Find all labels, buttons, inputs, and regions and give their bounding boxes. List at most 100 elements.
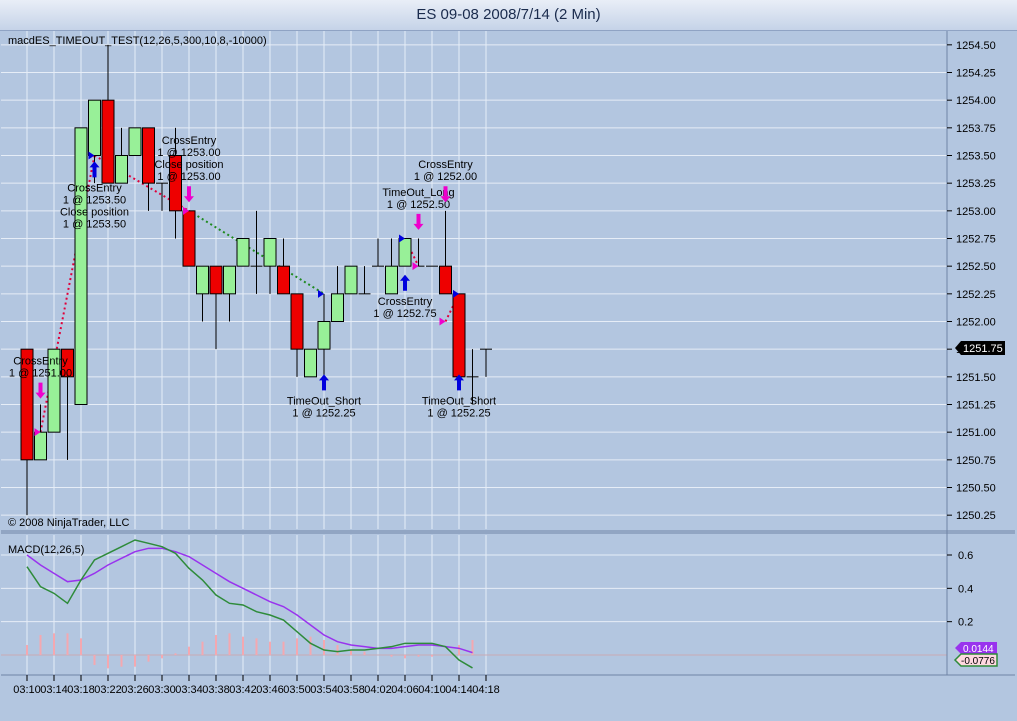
macd-value-label: 0.0144 xyxy=(963,644,994,655)
macd-value-marker: 0.0144 xyxy=(955,642,997,655)
last-price-label: 1251.75 xyxy=(963,343,1003,355)
time-tick-label: 03:42 xyxy=(229,684,257,696)
signal-label: CrossEntry xyxy=(418,159,473,171)
buy-arrow-icon xyxy=(454,374,464,391)
price-tick-label: 1254.25 xyxy=(956,68,996,80)
macd-histogram xyxy=(26,633,474,669)
macd-panel[interactable] xyxy=(1,535,947,675)
candle-body xyxy=(236,238,250,267)
price-tick-label: 1251.25 xyxy=(956,400,996,412)
buy-arrow-icon xyxy=(319,374,329,391)
price-tick-label: 1254.00 xyxy=(956,95,996,107)
fill-marker-icon xyxy=(439,317,446,326)
signal-label: Close position xyxy=(60,206,129,218)
candle-body xyxy=(128,127,142,157)
candle-body xyxy=(61,348,74,378)
time-tick-label: 04:02 xyxy=(364,684,392,696)
sell-arrow-icon xyxy=(440,186,451,203)
candle-body xyxy=(20,348,34,461)
time-tick-label: 04:06 xyxy=(391,684,419,696)
trade-line xyxy=(188,209,325,295)
signal-value-marker: -0.0776 xyxy=(953,653,998,667)
time-tick-label: 03:54 xyxy=(310,684,338,696)
sell-arrow-icon xyxy=(413,213,424,230)
signal-label: 1 @ 1253.00 xyxy=(157,171,220,183)
signal-value-label: -0.0776 xyxy=(961,656,995,667)
candle-body xyxy=(452,293,466,378)
price-tick-label: 1252.50 xyxy=(956,261,996,273)
candle-body xyxy=(304,348,317,378)
buy-arrow-icon xyxy=(89,161,100,178)
macd-tick-label: 0.6 xyxy=(958,550,973,562)
candle-body xyxy=(439,265,452,295)
signal-label: 1 @ 1252.75 xyxy=(373,308,436,320)
price-grid xyxy=(1,31,947,529)
price-tick-label: 1251.00 xyxy=(956,427,996,439)
signal-label: TimeOut_Long xyxy=(382,187,454,199)
candle-body xyxy=(277,265,290,295)
candle-body xyxy=(88,99,101,156)
macd-label: MACD(12,26,5) xyxy=(8,544,84,556)
time-tick-label: 03:58 xyxy=(337,684,365,696)
signal-label: CrossEntry xyxy=(162,135,217,147)
signal-label: Close position xyxy=(154,159,223,171)
signal-label: CrossEntry xyxy=(13,356,68,368)
candle-body xyxy=(182,210,196,267)
price-panel[interactable] xyxy=(1,31,947,529)
price-tick-label: 1250.50 xyxy=(956,483,996,495)
signal-line xyxy=(26,539,473,669)
fill-marker-icon xyxy=(34,428,41,437)
candle-body xyxy=(142,127,155,184)
fill-marker-icon xyxy=(412,262,419,271)
fill-marker-icon xyxy=(183,206,189,215)
time-tick-label: 03:46 xyxy=(256,684,284,696)
signal-label: 1 @ 1252.00 xyxy=(414,171,477,183)
signal-label: 1 @ 1252.25 xyxy=(427,407,490,419)
signal-label: TimeOut_Short xyxy=(287,395,361,407)
price-tick-label: 1253.75 xyxy=(956,123,996,135)
candle-body xyxy=(196,265,209,295)
candle-body xyxy=(223,265,236,295)
macd-tick-label: 0.4 xyxy=(958,583,973,595)
time-tick-label: 03:50 xyxy=(283,684,311,696)
candle-body xyxy=(385,265,398,295)
candle-body xyxy=(331,293,344,323)
signal-label: CrossEntry xyxy=(378,296,433,308)
signal-label: 1 @ 1253.50 xyxy=(63,218,126,230)
macd-axis: 0.6 0.4 0.2 xyxy=(947,550,973,629)
candle-body xyxy=(263,238,277,267)
signal-label: TimeOut_Short xyxy=(422,395,496,407)
signal-label: 1 @ 1253.50 xyxy=(63,194,126,206)
time-axis-area[interactable] xyxy=(1,675,1015,720)
price-tick-label: 1252.25 xyxy=(956,289,996,301)
indicator-label: macdES_TIMEOUT_TEST(12,26,5,300,10,8,-10… xyxy=(8,35,267,47)
signal-value-badge xyxy=(953,653,998,667)
price-tick-label: 1251.50 xyxy=(956,372,996,384)
signal-label: 1 @ 1252.25 xyxy=(292,407,355,419)
time-tick-label: 04:18 xyxy=(472,684,500,696)
price-tick-label: 1254.50 xyxy=(956,40,996,52)
price-tick-label: 1253.25 xyxy=(956,178,996,190)
signal-label: 1 @ 1253.00 xyxy=(157,147,220,159)
price-tick-label: 1250.75 xyxy=(956,455,996,467)
candle-body xyxy=(101,99,115,184)
time-tick-label: 04:14 xyxy=(445,684,473,696)
candle-body xyxy=(344,265,358,295)
macd-tick-label: 0.2 xyxy=(958,617,973,629)
time-tick-label: 03:34 xyxy=(175,684,203,696)
price-tick-label: 1253.00 xyxy=(956,206,996,218)
candle-body xyxy=(115,155,128,184)
fill-marker-icon xyxy=(318,289,324,298)
last-price-badge xyxy=(955,341,1005,355)
buy-arrow-icon xyxy=(400,274,410,291)
candle-body xyxy=(74,127,88,405)
time-tick-label: 03:14 xyxy=(40,684,68,696)
candle-body xyxy=(398,238,412,267)
time-tick-label: 03:38 xyxy=(202,684,230,696)
sell-arrow-icon xyxy=(184,186,194,203)
signal-label: 1 @ 1252.50 xyxy=(387,199,450,211)
macd-lines xyxy=(26,539,473,669)
